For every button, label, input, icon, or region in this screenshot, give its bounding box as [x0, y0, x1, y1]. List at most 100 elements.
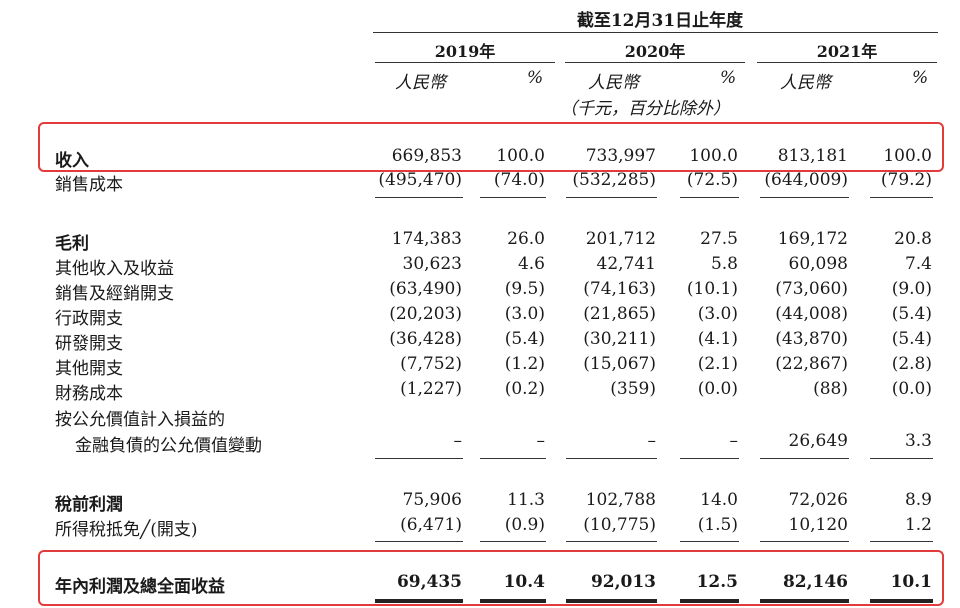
value-cell: – [536, 431, 546, 451]
value-cell: 3.3 [904, 431, 932, 451]
value-cell: (1.2) [504, 354, 545, 374]
value-cell: (0.0) [891, 379, 932, 399]
value-cell: 10,120 [788, 515, 848, 535]
value-cell: 10.4 [503, 572, 545, 592]
row-label-profit-before-tax: 稅前利潤 [55, 495, 123, 515]
value-cell: 14.0 [700, 490, 738, 510]
currency-label-2020: 人民幣 [588, 73, 639, 93]
value-cell: 7.4 [904, 254, 932, 274]
value-cell: 60,098 [788, 254, 848, 274]
value-cell: – [647, 431, 657, 451]
pct-label-2021: % [912, 68, 929, 88]
value-cell: (30,211) [583, 329, 656, 349]
row-label-admin-expenses: 行政開支 [55, 309, 123, 329]
value-cell: (10.1) [686, 279, 738, 299]
value-cell: (0.0) [697, 379, 738, 399]
value-cell: (43,870) [775, 329, 848, 349]
pct-label-2019: % [527, 68, 544, 88]
year-header-2021: 2021年 [816, 42, 878, 61]
row-label-revenue: 收入 [55, 151, 89, 171]
value-cell: 100.0 [496, 146, 545, 166]
row-label-other-income: 其他收入及收益 [55, 259, 174, 279]
value-cell: (2.8) [891, 354, 932, 374]
currency-label-2021: 人民幣 [780, 73, 831, 93]
value-cell: (3.0) [697, 304, 738, 324]
value-cell: (72.5) [686, 170, 738, 190]
value-cell: 11.3 [507, 490, 545, 510]
value-cell: (644,009) [764, 170, 848, 190]
year-rule-2020 [565, 62, 745, 63]
value-cell: (63,490) [389, 279, 462, 299]
subtotal-rule [566, 458, 657, 459]
value-cell: 27.5 [700, 229, 738, 249]
value-cell: 813,181 [777, 146, 848, 166]
value-cell: 69,435 [396, 572, 462, 592]
subtotal-rule [760, 197, 849, 198]
value-cell: 30,623 [402, 254, 462, 274]
value-cell: 5.8 [710, 254, 738, 274]
value-cell: 733,997 [585, 146, 656, 166]
value-cell: 82,146 [782, 572, 848, 592]
value-cell: (1,227) [400, 379, 462, 399]
subtotal-rule [480, 197, 546, 198]
value-cell: (2.1) [697, 354, 738, 374]
subtotal-rule [375, 197, 463, 198]
year-header-2019: 2019年 [434, 42, 496, 61]
value-cell: 10.1 [890, 572, 932, 592]
row-label-fair-value-line2: 金融負債的公允價值變動 [75, 436, 262, 456]
row-label-income-tax: 所得稅抵免╱(開支) [55, 520, 198, 540]
subtotal-rule [680, 197, 739, 198]
value-cell: (4.1) [697, 329, 738, 349]
period-header: 截至12月31日止年度 [576, 11, 744, 31]
row-label-fair-value-line1: 按公允價值計入損益的 [55, 410, 225, 430]
subtotal-rule [760, 458, 849, 459]
value-cell: 169,172 [777, 229, 848, 249]
value-cell: 26.0 [507, 229, 545, 249]
total-double-rule [375, 599, 463, 603]
subtotal-rule [566, 541, 657, 542]
value-cell: (5.4) [891, 329, 932, 349]
subtotal-rule [375, 541, 463, 542]
value-cell: 102,788 [585, 490, 656, 510]
subtotal-rule [480, 458, 546, 459]
value-cell: 1.2 [904, 515, 932, 535]
total-double-rule [760, 599, 849, 603]
value-cell: (74.0) [493, 170, 545, 190]
year-rule-2021 [757, 62, 937, 63]
unit-note: （千元，百分比除外） [560, 99, 730, 119]
value-cell: (7,752) [400, 354, 462, 374]
value-cell: 92,013 [590, 572, 656, 592]
value-cell: (20,203) [389, 304, 462, 324]
value-cell: (5.4) [891, 304, 932, 324]
currency-label-2019: 人民幣 [395, 73, 446, 93]
value-cell: (5.4) [504, 329, 545, 349]
year-header-2020: 2020年 [624, 42, 686, 61]
subtotal-rule [566, 197, 657, 198]
value-cell: (3.0) [504, 304, 545, 324]
row-label-gross-profit: 毛利 [55, 234, 89, 254]
value-cell: (359) [610, 379, 656, 399]
value-cell: (0.2) [504, 379, 545, 399]
value-cell: 100.0 [689, 146, 738, 166]
subtotal-rule [760, 541, 849, 542]
value-cell: 12.5 [696, 572, 738, 592]
value-cell: 72,026 [788, 490, 848, 510]
value-cell: (532,285) [572, 170, 656, 190]
value-cell: (6,471) [400, 515, 462, 535]
row-label-other-expenses: 其他開支 [55, 359, 123, 379]
row-label-profit-for-year: 年內利潤及總全面收益 [55, 577, 225, 597]
value-cell: 26,649 [788, 431, 848, 451]
value-cell: 8.9 [904, 490, 932, 510]
value-cell: (495,470) [378, 170, 462, 190]
subtotal-rule [680, 458, 739, 459]
value-cell: (0.9) [504, 515, 545, 535]
row-label-cost-of-sales: 銷售成本 [55, 175, 123, 195]
total-double-rule [680, 599, 739, 603]
value-cell: – [729, 431, 739, 451]
profit-highlight-box [38, 550, 944, 606]
value-cell: (36,428) [389, 329, 462, 349]
value-cell: (9.5) [504, 279, 545, 299]
revenue-highlight-box [38, 122, 944, 172]
value-cell: (73,060) [775, 279, 848, 299]
period-rule [373, 32, 938, 33]
